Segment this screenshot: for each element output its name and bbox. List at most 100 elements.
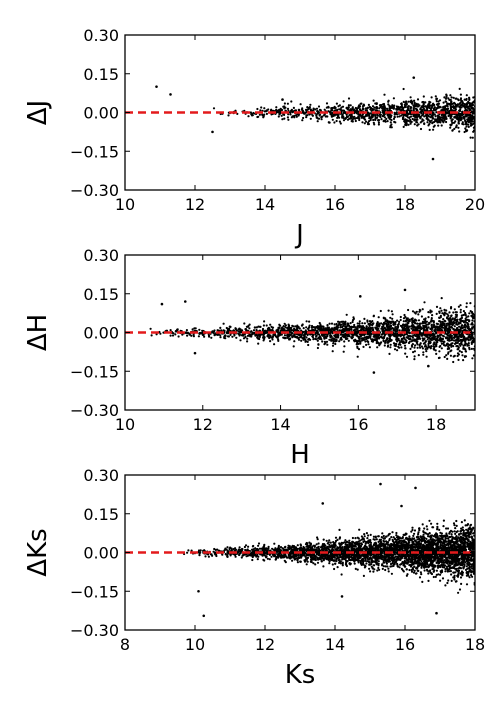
data-point bbox=[460, 94, 462, 96]
data-point bbox=[395, 532, 397, 534]
data-point bbox=[339, 326, 341, 328]
data-point bbox=[391, 321, 393, 323]
data-point bbox=[431, 324, 433, 326]
data-point bbox=[277, 330, 279, 332]
data-point bbox=[429, 101, 431, 103]
data-point bbox=[425, 350, 427, 352]
data-point bbox=[339, 121, 341, 123]
data-point bbox=[388, 353, 390, 355]
data-point bbox=[457, 329, 459, 331]
data-point bbox=[438, 311, 440, 313]
data-point bbox=[250, 111, 252, 113]
data-point bbox=[289, 111, 291, 113]
data-point bbox=[342, 109, 344, 111]
data-point bbox=[326, 344, 328, 346]
data-point bbox=[449, 336, 451, 338]
data-point bbox=[287, 116, 289, 118]
data-point bbox=[458, 130, 460, 132]
data-point bbox=[380, 104, 382, 106]
data-point bbox=[429, 311, 431, 313]
data-point bbox=[369, 346, 371, 348]
data-point bbox=[375, 109, 377, 111]
data-point bbox=[333, 121, 335, 123]
data-point bbox=[293, 107, 295, 109]
data-point bbox=[412, 104, 414, 106]
data-point bbox=[361, 322, 363, 324]
data-point bbox=[413, 347, 415, 349]
data-point bbox=[391, 310, 393, 312]
data-point bbox=[447, 351, 449, 353]
data-point bbox=[307, 341, 309, 343]
data-point bbox=[267, 335, 269, 337]
data-point bbox=[336, 103, 338, 105]
data-point bbox=[457, 340, 459, 342]
data-point bbox=[378, 334, 380, 336]
data-point bbox=[432, 129, 434, 131]
y-tick-label: 0.15 bbox=[83, 65, 119, 84]
data-point bbox=[455, 316, 457, 318]
data-point bbox=[317, 344, 319, 346]
data-point bbox=[472, 104, 474, 106]
data-point bbox=[396, 332, 398, 334]
data-point bbox=[393, 121, 395, 123]
data-point bbox=[238, 331, 240, 333]
data-point bbox=[326, 115, 328, 117]
data-point bbox=[462, 327, 464, 329]
data-point bbox=[326, 324, 328, 326]
data-point bbox=[316, 108, 318, 110]
data-point bbox=[357, 336, 359, 338]
data-point bbox=[352, 321, 354, 323]
data-point bbox=[424, 342, 426, 344]
data-point bbox=[316, 116, 318, 118]
data-point bbox=[347, 119, 349, 121]
data-point bbox=[233, 334, 235, 336]
data-point bbox=[468, 312, 470, 314]
x-tick-label: 10 bbox=[115, 415, 135, 434]
data-point bbox=[330, 330, 332, 332]
data-point bbox=[307, 344, 309, 346]
data-point bbox=[334, 107, 336, 109]
data-point bbox=[430, 347, 432, 349]
data-point bbox=[229, 326, 231, 328]
data-point bbox=[460, 113, 462, 115]
data-point bbox=[247, 115, 249, 117]
data-point bbox=[293, 345, 295, 347]
data-point bbox=[445, 111, 447, 113]
data-point bbox=[310, 118, 312, 120]
data-point bbox=[302, 110, 304, 112]
data-point bbox=[373, 109, 375, 111]
data-point bbox=[346, 338, 348, 340]
data-point bbox=[339, 329, 341, 331]
data-point bbox=[360, 337, 362, 339]
data-point bbox=[378, 316, 380, 318]
data-point bbox=[309, 108, 311, 110]
data-point bbox=[383, 330, 385, 332]
data-point bbox=[327, 106, 329, 108]
data-point bbox=[396, 320, 398, 322]
data-point bbox=[367, 113, 369, 115]
data-point bbox=[352, 120, 354, 122]
data-point bbox=[277, 111, 279, 113]
data-point bbox=[436, 306, 438, 308]
data-point bbox=[471, 319, 473, 321]
data-point bbox=[464, 99, 466, 101]
data-point bbox=[254, 326, 256, 328]
data-point bbox=[174, 333, 176, 335]
data-point bbox=[258, 542, 260, 544]
data-point bbox=[369, 329, 371, 331]
data-point bbox=[449, 127, 451, 129]
data-point bbox=[425, 326, 427, 328]
data-point bbox=[458, 122, 460, 124]
data-point bbox=[408, 105, 410, 107]
data-point bbox=[322, 326, 324, 328]
x-tick-label: 18 bbox=[426, 415, 446, 434]
data-point bbox=[383, 535, 385, 537]
data-point bbox=[446, 317, 448, 319]
data-point bbox=[415, 312, 417, 314]
data-point bbox=[403, 317, 405, 319]
data-point bbox=[468, 99, 470, 101]
data-point bbox=[452, 317, 454, 319]
data-point bbox=[319, 109, 321, 111]
data-point bbox=[444, 109, 446, 111]
